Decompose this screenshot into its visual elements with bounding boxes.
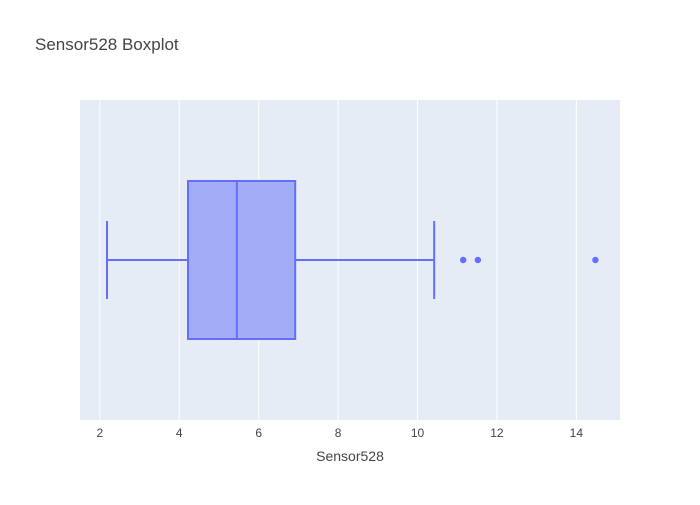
x-tick-label: 10: [411, 426, 425, 440]
x-tick-label: 14: [570, 426, 584, 440]
box-layer: [106, 180, 599, 340]
x-tick-layer: 2 4 6 8 10 12 14: [97, 426, 584, 440]
x-tick-label: 6: [255, 426, 262, 440]
outlier-point: [459, 256, 467, 264]
iqr-box: [187, 180, 297, 340]
x-tick-label: 8: [335, 426, 342, 440]
x-tick-label: 4: [176, 426, 183, 440]
x-tick-label: 2: [97, 426, 104, 440]
outlier-point: [592, 256, 599, 264]
x-tick-label: 12: [490, 426, 504, 440]
outlier-point: [474, 256, 482, 264]
chart-title: Sensor528 Boxplot: [35, 35, 179, 54]
x-axis-label: Sensor528: [316, 448, 384, 464]
